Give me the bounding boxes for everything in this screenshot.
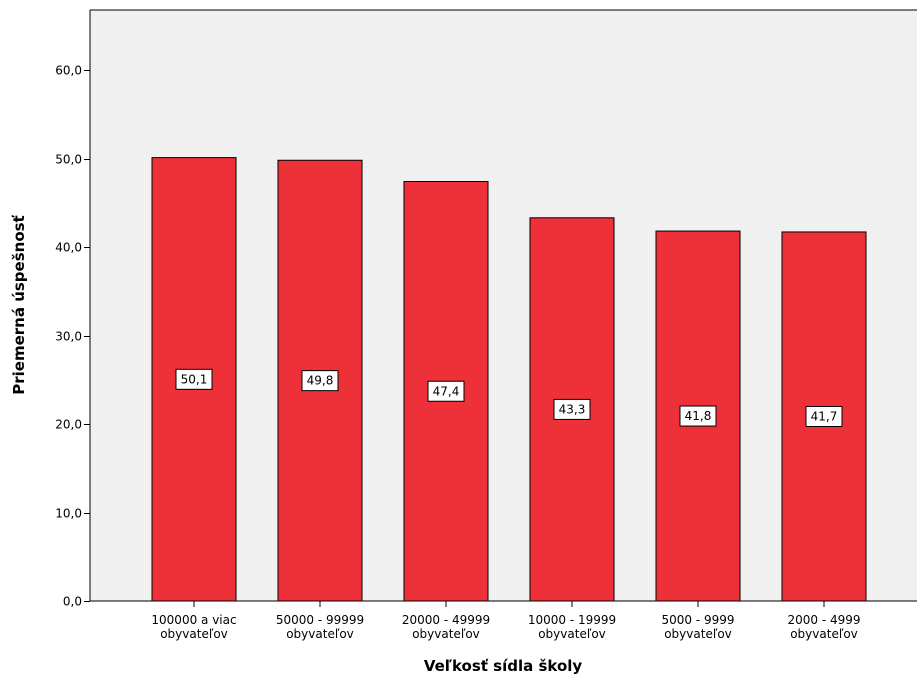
y-tick-label: 10,0 bbox=[55, 507, 82, 521]
x-tick-label: 100000 a viac bbox=[151, 613, 236, 627]
data-label: 50,1 bbox=[175, 368, 213, 390]
y-tick-label: 30,0 bbox=[55, 330, 82, 344]
x-tick-label: obyvateľov bbox=[790, 627, 858, 641]
data-label-value: 49,8 bbox=[307, 374, 334, 388]
x-tick-label: 10000 - 19999 bbox=[528, 613, 616, 627]
data-label: 47,4 bbox=[427, 380, 465, 402]
data-label: 41,8 bbox=[679, 405, 717, 427]
data-label-value: 50,1 bbox=[181, 372, 208, 386]
data-label-value: 41,7 bbox=[811, 409, 838, 423]
x-tick-label: obyvateľov bbox=[538, 627, 606, 641]
x-tick-label: 5000 - 9999 bbox=[661, 613, 734, 627]
y-tick-label: 0,0 bbox=[63, 595, 82, 609]
data-label-value: 47,4 bbox=[433, 384, 460, 398]
y-tick-label: 40,0 bbox=[55, 241, 82, 255]
data-label-value: 41,8 bbox=[685, 409, 712, 423]
data-label-value: 43,3 bbox=[559, 402, 586, 416]
data-label: 49,8 bbox=[301, 370, 339, 392]
y-tick-label: 60,0 bbox=[55, 64, 82, 78]
x-tick-label: 20000 - 49999 bbox=[402, 613, 490, 627]
data-label-box bbox=[175, 368, 213, 390]
x-tick-label: obyvateľov bbox=[664, 627, 732, 641]
data-label-box bbox=[679, 405, 717, 427]
y-tick-label: 20,0 bbox=[55, 418, 82, 432]
data-label: 41,7 bbox=[805, 405, 843, 427]
x-tick-label: obyvateľov bbox=[160, 627, 228, 641]
x-tick-label: obyvateľov bbox=[286, 627, 354, 641]
y-axis-title: Priemerná úspešnosť bbox=[10, 214, 28, 394]
x-tick-label: 50000 - 99999 bbox=[276, 613, 364, 627]
x-tick-label: 2000 - 4999 bbox=[787, 613, 860, 627]
x-tick-label: obyvateľov bbox=[412, 627, 480, 641]
x-axis-title: Veľkosť sídla školy bbox=[424, 657, 583, 675]
data-labels-group: 50,1 49,8 47,4 43,3 41,8 41,7 bbox=[175, 368, 843, 427]
data-label-box bbox=[301, 370, 339, 392]
y-tick-label: 50,0 bbox=[55, 153, 82, 167]
data-label-box bbox=[805, 405, 843, 427]
data-label-box bbox=[553, 398, 591, 420]
data-label-box bbox=[427, 380, 465, 402]
data-label: 43,3 bbox=[553, 398, 591, 420]
axes-group: 0,0 10,0 20,0 30,0 40,0 50,0 60,0 100000 a viac… bbox=[55, 9, 917, 641]
